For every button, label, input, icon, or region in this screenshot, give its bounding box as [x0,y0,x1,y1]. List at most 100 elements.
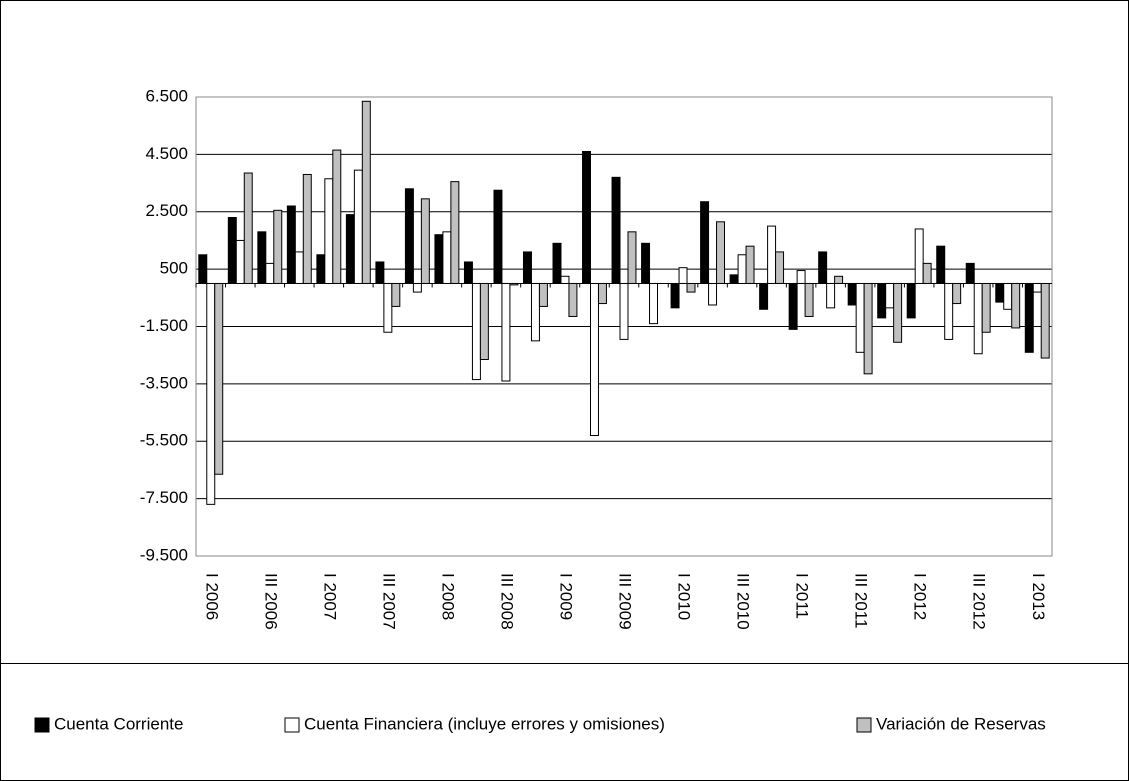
bar [611,176,621,284]
x-tick-label: I 2006 [202,573,221,620]
bar [493,189,503,284]
bar [463,261,473,284]
x-tick-label: I 2011 [793,573,812,619]
bar [302,173,312,284]
bar [522,251,532,284]
bar [257,231,267,284]
bar [383,282,393,333]
bar [206,282,216,505]
bar [391,282,401,307]
legend-label: Variación de Reservas [876,714,1046,733]
bar [538,282,548,307]
y-tick-label: -5.500 [140,431,188,450]
x-tick-label: III 2008 [497,573,516,630]
bar [404,188,414,284]
bar [332,149,342,284]
bar [826,282,836,309]
bar [501,282,511,382]
bar [1003,282,1013,310]
bar [1032,282,1042,293]
x-tick-label: III 2011 [852,573,871,628]
x-tick-label: I 2009 [556,573,575,620]
bar [686,282,696,293]
legend-swatch [284,717,300,733]
bar [914,228,924,284]
x-tick-label: I 2007 [320,573,339,620]
bar [361,100,371,284]
bar [649,282,659,325]
y-tick-label: 6.500 [145,86,188,105]
y-tick-label: 4.500 [145,144,188,163]
x-tick-label: I 2008 [438,573,457,620]
bar [863,282,873,375]
bar [286,205,296,284]
bar [265,262,275,284]
x-tick-label: III 2012 [970,573,989,630]
bar [560,275,570,284]
y-tick-label: -3.500 [140,373,188,392]
bar [214,282,224,475]
bar [834,275,844,284]
bar [877,282,887,319]
bar [420,198,430,284]
bar [847,282,857,306]
x-tick-label: I 2012 [911,573,930,620]
bar [641,242,651,284]
bar [353,169,363,284]
legend-label: Cuenta Financiera (incluye errores y omi… [304,714,665,733]
bar [796,270,806,284]
bar [294,251,304,284]
x-tick-label: III 2007 [379,573,398,630]
legend-swatch [34,717,50,733]
bar [589,282,599,437]
y-tick-label: 2.500 [145,201,188,220]
y-tick-label: 500 [160,259,188,278]
bar [745,245,755,284]
bar [345,214,355,284]
bar [855,282,865,353]
bar [375,261,385,284]
bar [235,239,245,284]
bar [479,282,489,360]
x-tick-label: III 2006 [261,573,280,630]
bar [198,254,208,284]
y-tick-label: -9.500 [140,545,188,564]
x-tick-label: I 2010 [675,573,694,620]
plot-border [195,96,1053,557]
bar [804,282,814,317]
bar [922,262,932,284]
bar [412,282,422,293]
bar [627,231,637,284]
bar [678,267,688,284]
bar [670,282,680,309]
bar [227,216,237,284]
bar [450,181,460,284]
bar [1011,282,1021,329]
bar [552,242,562,284]
bar [316,254,326,284]
bar [775,251,785,284]
bar [471,282,481,381]
bar [965,262,975,284]
bar [708,282,718,306]
bar [597,282,607,305]
bar [944,282,954,340]
bar [442,231,452,284]
bar [700,201,710,284]
bar [973,282,983,355]
x-tick-label: I 2013 [1029,573,1048,620]
legend-swatch [856,717,872,733]
bar [885,282,895,309]
bar [273,209,283,284]
bar [530,282,540,342]
bar [568,282,578,317]
x-tick-label: III 2009 [616,573,635,630]
bar [906,282,916,319]
bar [981,282,991,333]
bar [1040,282,1050,359]
bar [759,282,769,310]
bar [729,274,739,284]
y-tick-label: -1.500 [140,316,188,335]
